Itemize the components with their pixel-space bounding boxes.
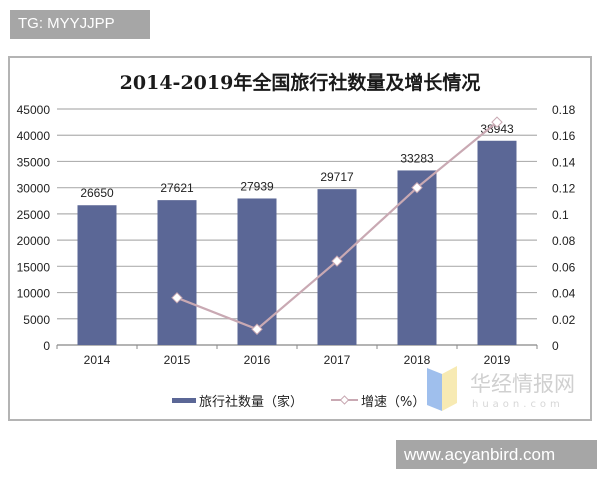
bar	[77, 205, 117, 345]
left-tick-label: 0	[43, 339, 50, 353]
bar-value-label: 33283	[400, 151, 434, 165]
left-tick-label: 10000	[17, 287, 51, 301]
diamond-marker-icon	[411, 181, 423, 194]
left-tick-label: 30000	[17, 182, 51, 196]
right-tick-label: 0.02	[552, 313, 576, 327]
bar-value-label: 27621	[160, 181, 194, 195]
diamond-marker-icon	[331, 255, 343, 267]
legend: 旅行社数量（家） 增速（%）	[172, 394, 425, 410]
left-tick-label: 40000	[17, 129, 51, 143]
legend-label-count: 旅行社数量（家）	[199, 394, 303, 410]
right-axis: 0 0.02 0.04 0.06 0.08 0.1 0.12 0.14 0.16 0.18	[552, 103, 576, 353]
legend-label-growth: 增速（%）	[361, 395, 425, 410]
watermark-tag-bottom: www.acyanbird.com	[396, 440, 597, 469]
right-tick-label: 0.12	[552, 182, 576, 196]
x-tick-label: 2017	[324, 353, 351, 367]
chart-title: 2014-2019年全国旅行社数量及增长情况	[120, 71, 481, 94]
diamond-marker-icon	[251, 323, 263, 335]
bar	[397, 170, 437, 345]
bar-value-label: 27939	[240, 179, 274, 193]
right-tick-label: 0	[552, 339, 559, 353]
legend-item-growth: 增速（%）	[331, 395, 425, 410]
gridlines	[56, 108, 538, 349]
diamond-marker-icon	[171, 292, 183, 304]
bar-series: 26650 27621 27939 29717 33283 38943	[77, 122, 517, 345]
left-tick-label: 35000	[17, 155, 51, 169]
left-tick-label: 20000	[17, 234, 51, 248]
right-tick-label: 0.06	[552, 260, 576, 274]
bar-value-label: 26650	[80, 186, 114, 200]
x-tick-label: 2018	[404, 353, 431, 367]
left-tick-label: 45000	[17, 103, 51, 117]
right-tick-label: 0.16	[552, 129, 576, 143]
watermark-tag-top: TG: MYYJJPP	[10, 10, 150, 39]
diamond-marker-icon	[491, 116, 503, 128]
logo-en-text: huaon.com	[472, 399, 564, 410]
huaon-logo: 华经情报网 huaon.com	[427, 366, 575, 411]
right-tick-label: 0.14	[552, 155, 576, 169]
left-axis: 0 5000 10000 15000 20000 25000 30000 35000 40000…	[17, 103, 51, 353]
line-series	[171, 116, 503, 335]
bar-value-label: 38943	[480, 122, 514, 136]
x-tick-label: 2015	[164, 353, 191, 367]
bar	[157, 200, 197, 345]
legend-item-count: 旅行社数量（家）	[172, 394, 303, 410]
x-tick-label: 2016	[244, 353, 271, 367]
logo-book-icon	[427, 368, 442, 411]
x-axis: 2014 2015 2016 2017 2018 2019	[84, 353, 511, 367]
right-tick-label: 0.18	[552, 103, 576, 117]
x-tick-label: 2014	[84, 353, 111, 367]
bar	[237, 198, 277, 345]
left-tick-label: 15000	[17, 260, 51, 274]
x-tick-label: 2019	[484, 353, 511, 367]
right-tick-label: 0.08	[552, 234, 576, 248]
right-tick-label: 0.1	[552, 208, 569, 222]
bar-value-label: 29717	[320, 170, 354, 184]
right-tick-label: 0.04	[552, 287, 576, 301]
logo-cn-text: 华经情报网	[470, 372, 575, 396]
bar	[317, 189, 357, 345]
bar	[477, 140, 517, 345]
left-tick-label: 25000	[17, 208, 51, 222]
left-tick-label: 5000	[23, 313, 50, 327]
diamond-marker-icon	[339, 395, 350, 405]
